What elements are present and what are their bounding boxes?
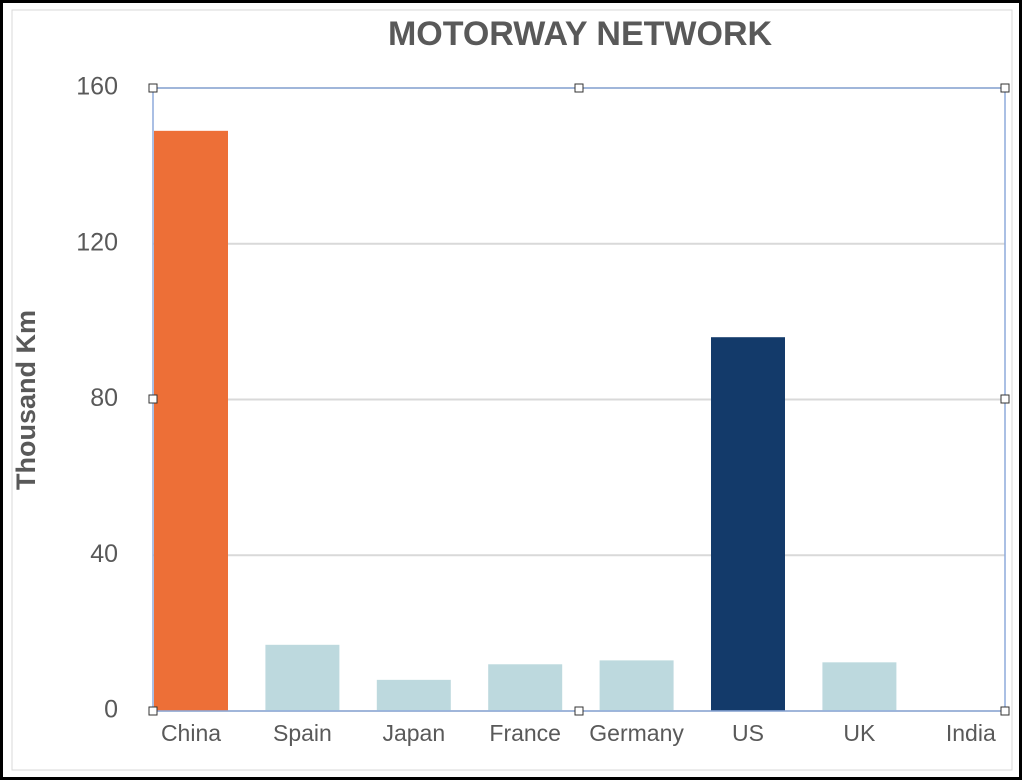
y-tick-label: 80 [90,384,118,412]
bar [376,679,451,711]
y-tick-label: 40 [90,540,118,568]
x-tick-label: Germany [589,720,684,746]
x-tick-label: India [946,720,996,746]
bar [599,660,674,711]
bar [488,664,563,711]
x-tick-label: China [161,720,221,746]
y-tick-label: 120 [76,228,118,256]
handle [574,706,584,716]
bar [822,662,897,711]
y-tick-label: 160 [76,73,118,101]
bar [711,337,785,711]
handle [574,83,584,93]
labels: 0 40 80 120 160 China Spain Japan France Germany U… [76,73,996,746]
handle [1000,706,1010,716]
handle [148,83,158,93]
x-tick-label: US [732,720,764,746]
handle [148,706,158,716]
x-tick-label: Spain [273,720,332,746]
x-tick-label: UK [843,720,876,746]
handle [1000,394,1010,404]
chart-area [11,9,1013,771]
chart-title: MOTORWAY NETWORK [388,15,773,53]
handle [148,394,158,404]
y-axis-label: Thousand Km [11,310,41,490]
y-tick-label: 0 [104,696,118,724]
handle [1000,83,1010,93]
x-tick-label: Japan [382,720,445,746]
selection-handles [148,83,1010,716]
x-tick-label: France [489,720,561,746]
bar [265,644,340,711]
bars [154,130,897,712]
bar [154,130,228,712]
